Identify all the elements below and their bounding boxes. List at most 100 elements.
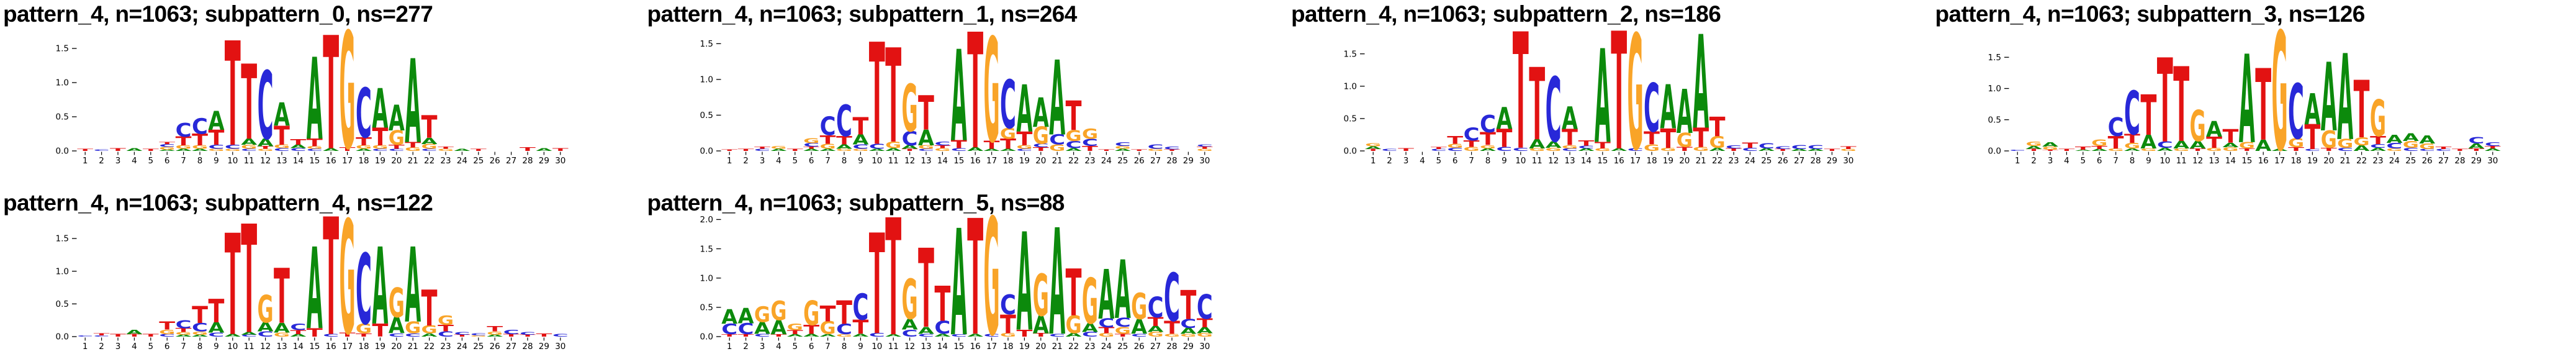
- svg-text:13: 13: [276, 342, 287, 352]
- svg-text:15: 15: [2241, 156, 2252, 166]
- svg-text:G: G: [438, 148, 454, 152]
- svg-text:G: G: [983, 186, 999, 354]
- svg-text:C: C: [2435, 148, 2451, 152]
- svg-text:T: T: [983, 139, 999, 152]
- svg-text:T: T: [225, 205, 241, 354]
- svg-text:T: T: [2238, 148, 2255, 152]
- svg-text:9: 9: [2146, 156, 2151, 166]
- svg-text:A: A: [819, 334, 836, 337]
- svg-text:C: C: [1496, 146, 1512, 152]
- svg-text:A: A: [176, 334, 192, 337]
- svg-text:T: T: [786, 148, 803, 152]
- svg-text:A: A: [192, 148, 209, 152]
- svg-text:G: G: [1660, 147, 1676, 152]
- svg-text:A: A: [1032, 311, 1048, 339]
- svg-text:27: 27: [2438, 156, 2449, 166]
- svg-text:A: A: [307, 224, 323, 354]
- svg-text:G: G: [1065, 127, 1081, 145]
- svg-text:G: G: [1480, 145, 1496, 150]
- svg-text:29: 29: [539, 156, 549, 166]
- svg-text:C: C: [1775, 146, 1791, 150]
- svg-text:0.0: 0.0: [56, 147, 69, 157]
- svg-text:T: T: [1480, 129, 1496, 149]
- svg-text:A: A: [258, 320, 274, 335]
- svg-text:A: A: [885, 147, 901, 152]
- svg-text:8: 8: [841, 156, 847, 166]
- svg-text:4: 4: [776, 156, 781, 166]
- svg-text:G: G: [340, 0, 356, 177]
- svg-text:28: 28: [1810, 156, 1821, 166]
- svg-text:C: C: [1578, 145, 1594, 150]
- svg-text:G: G: [1032, 123, 1048, 150]
- svg-text:19: 19: [1019, 342, 1029, 352]
- svg-text:22: 22: [424, 342, 435, 352]
- svg-text:16: 16: [2258, 156, 2268, 166]
- svg-text:C: C: [754, 148, 770, 152]
- svg-text:9: 9: [858, 156, 863, 166]
- svg-text:1.5: 1.5: [1988, 53, 2001, 63]
- svg-text:C: C: [2468, 136, 2484, 146]
- svg-text:T: T: [1000, 310, 1016, 340]
- svg-text:A: A: [421, 332, 438, 337]
- svg-text:G: G: [258, 148, 274, 152]
- svg-text:T: T: [1147, 315, 1163, 330]
- svg-text:C: C: [192, 115, 208, 140]
- svg-text:C: C: [1628, 148, 1644, 152]
- svg-text:T: T: [1840, 146, 1857, 150]
- svg-text:G: G: [1196, 148, 1212, 152]
- svg-text:G: G: [1546, 147, 1562, 152]
- svg-text:C: C: [950, 334, 966, 337]
- svg-text:T: T: [1660, 123, 1676, 155]
- svg-text:G: G: [1529, 148, 1545, 152]
- svg-text:G: G: [405, 319, 421, 337]
- svg-text:11: 11: [888, 156, 898, 166]
- svg-text:T: T: [438, 147, 454, 150]
- svg-text:A: A: [2074, 149, 2091, 151]
- svg-text:G: G: [1032, 262, 1048, 329]
- svg-text:A: A: [290, 143, 306, 149]
- svg-text:G: G: [176, 145, 192, 150]
- svg-text:G: G: [1562, 145, 1578, 150]
- svg-text:G: G: [176, 332, 192, 336]
- svg-text:16: 16: [1614, 156, 1624, 166]
- svg-text:T: T: [1513, 1, 1529, 177]
- svg-text:C: C: [2156, 140, 2173, 150]
- svg-text:T: T: [274, 121, 290, 151]
- svg-text:G: G: [917, 144, 934, 150]
- svg-text:A: A: [1098, 256, 1114, 335]
- svg-text:T: T: [1677, 146, 1693, 152]
- svg-text:8: 8: [197, 156, 203, 166]
- svg-text:G: G: [225, 148, 241, 152]
- svg-text:G: G: [356, 145, 372, 150]
- svg-text:T: T: [1365, 148, 1382, 152]
- svg-text:T: T: [885, 22, 901, 173]
- svg-text:G: G: [1196, 332, 1212, 338]
- svg-text:27: 27: [1794, 156, 1804, 166]
- subplot-subpattern-1: pattern_4, n=1063; subpattern_1, ns=264 …: [644, 0, 1289, 177]
- svg-text:12: 12: [904, 342, 915, 352]
- svg-text:C: C: [1562, 148, 1578, 152]
- svg-text:G: G: [2042, 146, 2058, 151]
- svg-text:26: 26: [2421, 156, 2432, 166]
- svg-text:11: 11: [244, 156, 254, 166]
- svg-text:6: 6: [2096, 156, 2102, 166]
- svg-text:T: T: [1164, 317, 1180, 338]
- svg-text:G: G: [2386, 148, 2402, 152]
- svg-text:C: C: [1447, 147, 1463, 152]
- svg-text:C: C: [1759, 142, 1775, 150]
- svg-text:12: 12: [260, 156, 271, 166]
- svg-text:T: T: [836, 294, 852, 331]
- svg-text:C: C: [2484, 142, 2500, 148]
- svg-text:3: 3: [115, 156, 121, 166]
- svg-text:A: A: [1000, 148, 1017, 152]
- svg-text:1.5: 1.5: [56, 234, 69, 244]
- svg-text:25: 25: [1761, 156, 1772, 166]
- svg-text:T: T: [405, 140, 421, 149]
- svg-text:12: 12: [260, 342, 271, 352]
- svg-text:G: G: [1114, 145, 1130, 150]
- svg-text:T: T: [967, 187, 983, 354]
- svg-text:13: 13: [1564, 156, 1575, 166]
- svg-text:30: 30: [555, 342, 565, 352]
- svg-text:C: C: [503, 329, 520, 336]
- svg-text:A: A: [2337, 30, 2353, 167]
